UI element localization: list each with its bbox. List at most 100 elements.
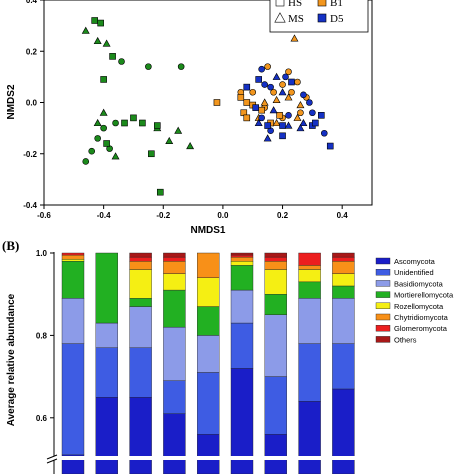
scatter-x-ticks: -0.6 -0.4 -0.2 0.0 0.2 0.4 bbox=[37, 205, 348, 220]
scatter-point bbox=[243, 99, 251, 106]
scatter-point bbox=[103, 140, 110, 147]
scatter-point bbox=[270, 88, 277, 96]
scatter-point bbox=[243, 83, 251, 91]
bar-segment bbox=[61, 298, 85, 344]
scatter-point bbox=[186, 141, 195, 150]
scatter-legend-label: MS bbox=[288, 13, 304, 25]
bar-segment bbox=[230, 322, 254, 369]
scatter-point bbox=[267, 83, 274, 91]
bar-segment bbox=[332, 298, 355, 344]
scatter-point bbox=[258, 106, 265, 114]
scatter-x-tick-label: 0.2 bbox=[277, 211, 289, 220]
bar-segment bbox=[61, 261, 85, 299]
scatter-legend-marker bbox=[274, 12, 286, 23]
bar-segment bbox=[230, 256, 254, 262]
bar-legend-swatch bbox=[375, 280, 391, 287]
scatter-point bbox=[264, 122, 271, 129]
bar-segment bbox=[332, 388, 355, 474]
scatter-legend-marker bbox=[317, 13, 327, 23]
scatter-point bbox=[306, 99, 313, 106]
nmds-scatter-panel: -0.4-0.20.00.20.4 -0.6 -0.4 -0.2 0.0 0.2 0.4 … bbox=[6, 0, 373, 236]
bar-segment bbox=[95, 322, 119, 348]
scatter-point bbox=[272, 118, 281, 127]
bar-y-tick-label: 1.0 bbox=[36, 249, 48, 258]
scatter-point bbox=[312, 119, 319, 127]
bar-segment bbox=[230, 289, 254, 324]
bar-legend-label: Mortierellomycota bbox=[394, 291, 454, 300]
bar-legend-swatch bbox=[375, 257, 391, 265]
axis-break-gap bbox=[48, 456, 58, 460]
scatter-x-tick-label: 0.4 bbox=[337, 211, 349, 220]
axis-break-gap bbox=[263, 456, 288, 460]
scatter-point bbox=[279, 122, 286, 129]
axis-break-gap bbox=[196, 456, 221, 460]
scatter-x-tick-label: -0.4 bbox=[97, 211, 111, 220]
scatter-point bbox=[269, 106, 278, 114]
bar-segment bbox=[298, 298, 321, 344]
scatter-point bbox=[279, 81, 286, 88]
bar-legend-swatch bbox=[375, 302, 391, 309]
bar-segment bbox=[332, 343, 355, 390]
bar-segment bbox=[264, 252, 287, 258]
scatter-y-tick-label: 0.0 bbox=[26, 99, 38, 108]
bar-segment bbox=[129, 397, 152, 474]
scatter-point bbox=[309, 109, 316, 117]
bar-segment bbox=[332, 256, 355, 262]
bar-segment bbox=[129, 252, 152, 258]
scatter-point bbox=[237, 94, 245, 101]
bar-segment bbox=[264, 261, 287, 270]
bar-y-ticks: 0.6 0.8 1.0 bbox=[36, 249, 54, 423]
bar-segment bbox=[196, 434, 220, 474]
scatter-point bbox=[165, 136, 174, 144]
bar-legend-label: Basidiomycota bbox=[394, 279, 444, 288]
bar-segment bbox=[332, 273, 355, 287]
bar-segment bbox=[163, 273, 186, 291]
scatter-point bbox=[118, 58, 125, 65]
bar-segment bbox=[163, 289, 186, 328]
bar-segment bbox=[61, 252, 85, 256]
scatter-point bbox=[174, 126, 183, 134]
abundance-bar-panel: (B) 0.6 0.8 1.0 Ascomycota Unidentified Basi… bbox=[2, 238, 454, 474]
scatter-x-tick-label: 0.0 bbox=[217, 211, 229, 220]
scatter-point bbox=[276, 112, 283, 119]
axis-break-gap bbox=[94, 456, 119, 460]
bar-segment bbox=[163, 326, 186, 381]
scatter-legend-label: B1 bbox=[330, 0, 343, 9]
scatter-point bbox=[100, 76, 107, 83]
scatter-y-tick-label: 0.2 bbox=[26, 47, 38, 56]
bar-legend-label: Others bbox=[394, 335, 417, 344]
bar-segment bbox=[264, 314, 287, 377]
scatter-point bbox=[296, 100, 305, 109]
scatter-legend-label: HS bbox=[288, 0, 302, 9]
scatter-point bbox=[243, 114, 251, 122]
bar-segment bbox=[163, 380, 186, 414]
scatter-point bbox=[278, 88, 287, 96]
bar-segment bbox=[230, 254, 254, 258]
bar-legend-label: Rozellomycota bbox=[394, 302, 444, 311]
scatter-point bbox=[288, 88, 295, 96]
bar-legend-swatch bbox=[375, 291, 391, 298]
bar-segment bbox=[61, 258, 85, 262]
scatter-point bbox=[97, 19, 104, 27]
scatter-point bbox=[94, 135, 101, 142]
bar-segment bbox=[196, 335, 220, 373]
scatter-point bbox=[272, 95, 281, 103]
bar-segment bbox=[61, 254, 85, 260]
scatter-point bbox=[249, 88, 257, 96]
scatter-point bbox=[88, 147, 96, 155]
scatter-point bbox=[296, 124, 305, 132]
bar-segment bbox=[129, 298, 152, 307]
scatter-point bbox=[102, 39, 111, 47]
axis-break-gap bbox=[297, 456, 322, 460]
scatter-point bbox=[320, 129, 328, 137]
bar-segment bbox=[332, 261, 355, 274]
scatter-point bbox=[145, 63, 152, 70]
bar-segment bbox=[264, 376, 287, 435]
scatter-point bbox=[300, 91, 307, 99]
bar-legend-swatch bbox=[375, 269, 391, 276]
scatter-point bbox=[284, 121, 293, 129]
scatter-point bbox=[282, 73, 289, 81]
bar-legend-swatch bbox=[375, 313, 391, 321]
scatter-point bbox=[293, 113, 302, 121]
bar-segment bbox=[298, 269, 321, 283]
